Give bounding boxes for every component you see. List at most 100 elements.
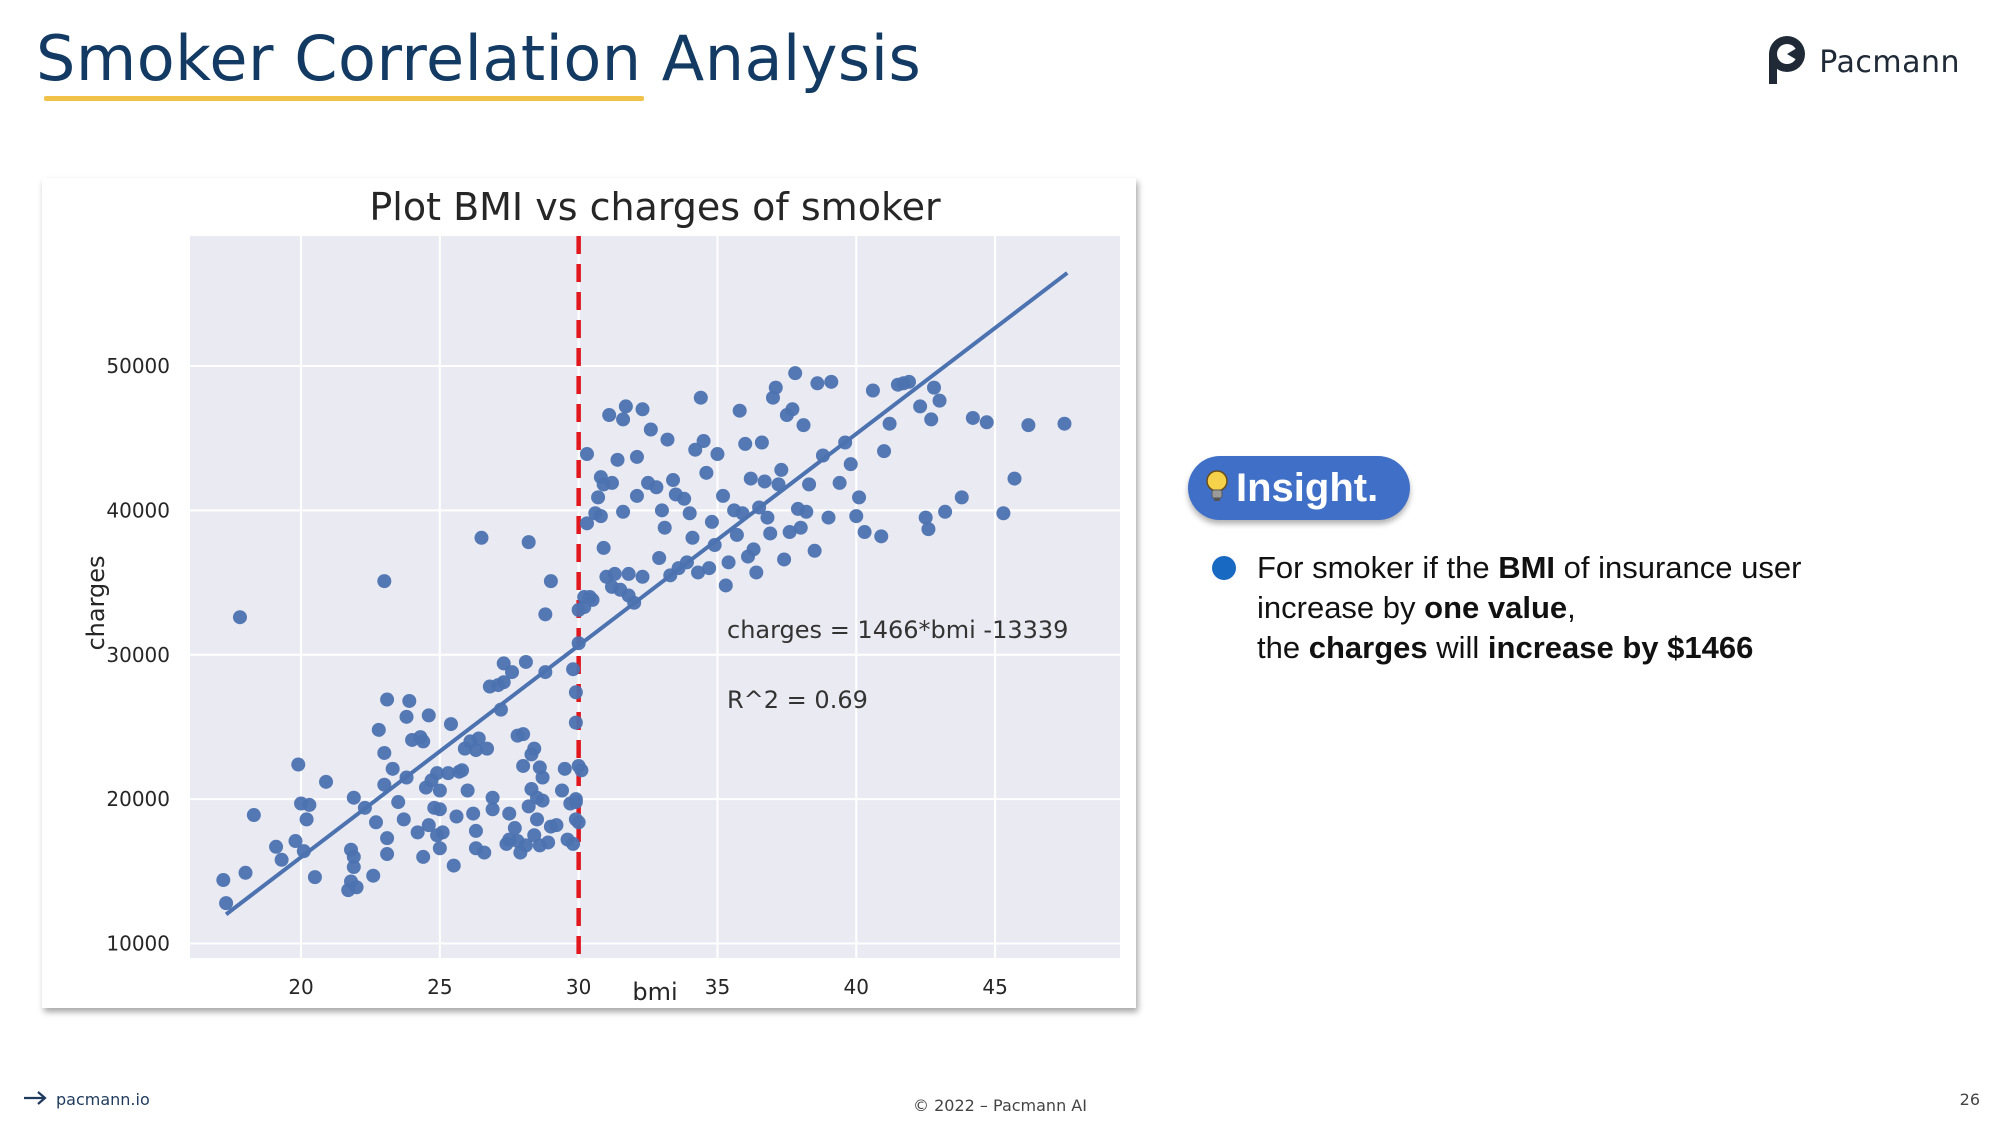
data-point	[521, 799, 536, 814]
data-point	[380, 831, 395, 846]
data-point	[965, 410, 980, 425]
data-point	[666, 473, 681, 488]
y-tick-label: 30000	[106, 643, 170, 667]
insight-line-2-bold: one value	[1424, 590, 1568, 625]
data-point	[568, 715, 583, 730]
data-point	[796, 418, 811, 433]
page-number: 26	[1959, 1090, 1980, 1109]
x-tick-label: 45	[982, 975, 1007, 999]
data-point	[702, 561, 717, 576]
data-point	[443, 717, 458, 732]
data-point	[591, 490, 606, 505]
data-point	[274, 852, 289, 867]
data-point	[432, 802, 447, 817]
data-point	[516, 758, 531, 773]
y-tick-labels: 10000 20000 30000 40000 50000	[106, 354, 170, 956]
data-point	[782, 525, 797, 540]
data-point	[557, 761, 572, 776]
data-point	[377, 745, 392, 760]
data-point	[468, 823, 483, 838]
data-point	[610, 452, 625, 467]
insight-line-3-bold-2: increase by $1466	[1487, 630, 1754, 665]
insight-line-3: the charges will increase by $1466	[1257, 628, 1957, 668]
data-point	[421, 818, 436, 833]
insight-line-1-bold: BMI	[1498, 550, 1556, 585]
data-point	[924, 412, 939, 427]
data-point	[788, 366, 803, 381]
data-point	[435, 825, 450, 840]
data-point	[652, 551, 667, 566]
brand-name: Pacmann	[1819, 44, 1960, 80]
insight-line-3-prefix: the	[1257, 630, 1309, 665]
data-point	[535, 793, 550, 808]
data-point	[635, 402, 650, 417]
data-point	[432, 841, 447, 856]
bullet-point-icon	[1212, 556, 1236, 580]
data-point	[649, 480, 664, 495]
data-point	[593, 509, 608, 524]
lightbulb-icon	[1204, 468, 1230, 508]
data-point	[746, 542, 761, 557]
insight-line-3-mid: will	[1427, 630, 1488, 665]
data-point	[421, 708, 436, 723]
data-point	[518, 838, 533, 853]
data-point	[763, 526, 778, 541]
scatter-chart-card: 20 25 30 35 40 45 10000 20000 30000 40000 50000 P…	[42, 178, 1136, 1008]
data-point	[902, 374, 917, 389]
data-point	[377, 777, 392, 792]
data-point	[882, 416, 897, 431]
data-point	[1021, 418, 1036, 433]
data-point	[505, 665, 520, 680]
data-point	[474, 530, 489, 545]
y-axis-label: charges	[82, 555, 110, 650]
data-point	[618, 399, 633, 414]
insight-line-3-bold-1: charges	[1308, 630, 1428, 665]
data-point	[346, 860, 361, 875]
footer-website-link[interactable]: pacmann.io	[24, 1090, 150, 1109]
data-point	[585, 592, 600, 607]
data-point	[621, 566, 636, 581]
data-point	[616, 504, 631, 519]
data-point	[302, 797, 317, 812]
data-point	[954, 490, 969, 505]
data-point	[793, 520, 808, 535]
data-point	[219, 896, 234, 911]
data-point	[1007, 471, 1022, 486]
r-squared-label: R^2 = 0.69	[727, 686, 868, 714]
scatter-chart: 20 25 30 35 40 45 10000 20000 30000 40000 50000 P…	[82, 185, 1120, 1006]
insight-line-1-suffix: of insurance user	[1555, 550, 1802, 585]
data-point	[402, 693, 417, 708]
data-point	[616, 412, 631, 427]
data-point	[471, 731, 486, 746]
data-point	[596, 540, 611, 555]
data-point	[729, 527, 744, 542]
data-point	[657, 520, 672, 535]
data-point	[865, 383, 880, 398]
data-point	[732, 403, 747, 418]
data-point	[579, 516, 594, 531]
data-point	[566, 836, 581, 851]
data-point	[535, 770, 550, 785]
insight-badge: Insight.	[1188, 456, 1410, 520]
data-point	[579, 447, 594, 462]
data-point	[366, 868, 381, 883]
data-point	[913, 399, 928, 414]
data-point	[507, 821, 522, 836]
data-point	[521, 535, 536, 550]
data-point	[446, 858, 461, 873]
data-point	[785, 402, 800, 417]
data-point	[349, 880, 364, 895]
data-point	[921, 522, 936, 537]
page-title: Smoker Correlation Analysis	[36, 22, 922, 95]
data-point	[568, 685, 583, 700]
data-point	[549, 818, 564, 833]
data-point	[660, 432, 675, 447]
arrow-right-icon	[24, 1090, 48, 1109]
data-point	[538, 607, 553, 622]
chart-title: Plot BMI vs charges of smoker	[369, 185, 941, 229]
data-point	[602, 408, 617, 423]
regression-layer	[224, 271, 1069, 916]
data-point	[380, 692, 395, 707]
data-point	[932, 393, 947, 408]
data-point	[607, 566, 622, 581]
